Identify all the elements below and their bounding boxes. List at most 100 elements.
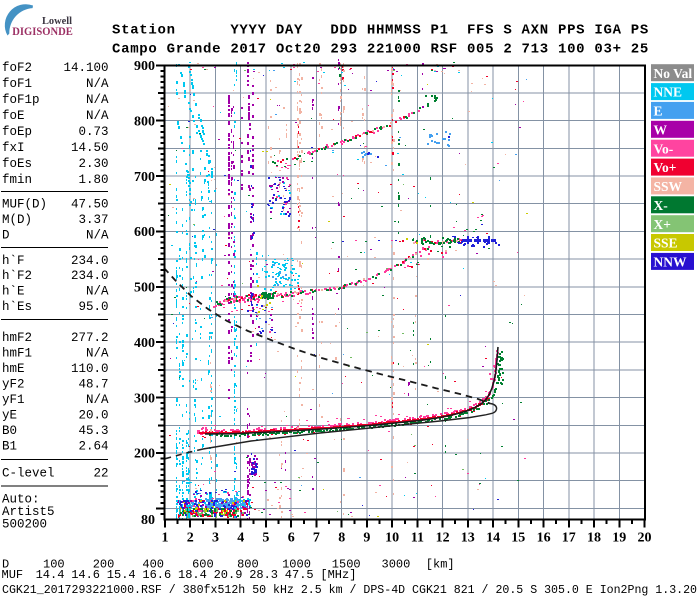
svg-text:X+: X+	[654, 217, 671, 232]
svg-text:C-level: C-level	[2, 467, 55, 481]
svg-text:D: D	[2, 558, 9, 572]
svg-text:500: 500	[134, 281, 155, 296]
svg-text:h`E: h`E	[2, 285, 25, 299]
svg-text:N/A: N/A	[86, 229, 109, 243]
svg-text:20.0: 20.0	[78, 409, 108, 423]
svg-text:8: 8	[338, 531, 345, 546]
svg-text:2.30: 2.30	[78, 157, 108, 171]
svg-text:N/A: N/A	[86, 347, 109, 361]
svg-text:1: 1	[162, 531, 169, 546]
svg-text:foE: foE	[2, 109, 25, 123]
svg-text:Lowell: Lowell	[42, 16, 72, 27]
svg-text:14.100: 14.100	[63, 61, 108, 75]
svg-text:1.80: 1.80	[78, 173, 108, 187]
svg-text:13: 13	[461, 531, 475, 546]
svg-text:400: 400	[134, 336, 155, 351]
svg-text:E: E	[654, 104, 663, 119]
svg-text:4: 4	[237, 531, 244, 546]
svg-text:h`F2: h`F2	[2, 269, 32, 283]
svg-text:Campo Grande 2017 Oct20 293 22: Campo Grande 2017 Oct20 293 221000 RSF 0…	[112, 42, 649, 58]
svg-text:15.4: 15.4	[107, 568, 136, 582]
svg-text:300: 300	[134, 391, 155, 406]
svg-text:6: 6	[288, 531, 295, 546]
svg-text:48.7: 48.7	[78, 378, 108, 392]
svg-text:14: 14	[486, 531, 500, 546]
svg-text:200: 200	[93, 558, 115, 572]
svg-text:N/A: N/A	[86, 77, 109, 91]
svg-text:SSE: SSE	[654, 236, 678, 251]
svg-text:h`F: h`F	[2, 254, 25, 268]
svg-text:yF2: yF2	[2, 378, 25, 392]
svg-text:14.4: 14.4	[36, 568, 65, 582]
svg-text:2.64: 2.64	[78, 440, 108, 454]
svg-text:12: 12	[436, 531, 450, 546]
svg-text:B0: B0	[2, 424, 17, 438]
svg-text:800: 800	[237, 558, 259, 572]
svg-text:110.0: 110.0	[71, 362, 109, 376]
svg-text:100: 100	[43, 558, 65, 572]
svg-text:1500: 1500	[332, 558, 361, 572]
svg-text:fxI: fxI	[2, 141, 25, 155]
svg-text:foF1p: foF1p	[2, 93, 40, 107]
svg-text:700: 700	[134, 170, 155, 185]
svg-text:Auto:: Auto:	[2, 493, 40, 507]
svg-text:600: 600	[192, 558, 214, 572]
svg-text:900: 900	[134, 59, 155, 74]
svg-text:N/A: N/A	[86, 93, 109, 107]
svg-text:foEp: foEp	[2, 125, 32, 139]
svg-text:10: 10	[385, 531, 399, 546]
svg-text:N/A: N/A	[86, 393, 109, 407]
svg-text:yF1: yF1	[2, 393, 25, 407]
svg-text:N/A: N/A	[86, 109, 109, 123]
svg-text:45.3: 45.3	[78, 424, 108, 438]
svg-text:15: 15	[511, 531, 525, 546]
svg-text:11: 11	[411, 531, 424, 546]
svg-text:234.0: 234.0	[71, 269, 109, 283]
svg-text:Vo-: Vo-	[654, 141, 674, 156]
svg-text:1000: 1000	[282, 558, 311, 572]
svg-text:[km]: [km]	[426, 558, 455, 572]
svg-text:hmF1: hmF1	[2, 347, 32, 361]
svg-text:M(D): M(D)	[2, 213, 32, 227]
svg-text:yE: yE	[2, 409, 17, 423]
svg-text:foF1: foF1	[2, 77, 32, 91]
svg-text:Artist5: Artist5	[2, 505, 55, 519]
svg-text:[MHz]: [MHz]	[320, 568, 356, 582]
svg-text:MUF: MUF	[2, 568, 24, 582]
svg-text:14.50: 14.50	[71, 141, 109, 155]
svg-text:277.2: 277.2	[71, 331, 109, 345]
svg-text:500200: 500200	[2, 518, 47, 532]
svg-text:NNW: NNW	[654, 255, 687, 270]
svg-text:20.9: 20.9	[214, 568, 243, 582]
svg-text:600: 600	[134, 225, 155, 240]
svg-text:234.0: 234.0	[71, 254, 109, 268]
svg-text:47.5: 47.5	[285, 568, 314, 582]
svg-text:200: 200	[134, 447, 155, 462]
svg-text:MUF(D): MUF(D)	[2, 198, 47, 212]
svg-text:80: 80	[141, 513, 155, 528]
svg-text:16.6: 16.6	[142, 568, 171, 582]
svg-text:9: 9	[363, 531, 370, 546]
svg-text:95.0: 95.0	[78, 300, 108, 314]
svg-text:7: 7	[313, 531, 320, 546]
svg-text:hmF2: hmF2	[2, 331, 32, 345]
svg-text:SSW: SSW	[654, 179, 683, 194]
svg-text:foEs: foEs	[2, 157, 32, 171]
svg-text:Station YYYY DAY DDD HH: Station YYYY DAY DDD HHMMSS P1 FFS S AXN…	[112, 23, 649, 39]
svg-text:NNE: NNE	[654, 85, 683, 100]
svg-text:3.37: 3.37	[78, 213, 108, 227]
svg-text:17: 17	[562, 531, 576, 546]
svg-text:No Val: No Val	[654, 66, 693, 81]
svg-text:18: 18	[587, 531, 601, 546]
svg-text:CGK21_2017293221000.RSF / 380f: CGK21_2017293221000.RSF / 380fx512h 50 k…	[2, 584, 697, 597]
svg-text:2: 2	[187, 531, 194, 546]
svg-text:14.6: 14.6	[71, 568, 100, 582]
svg-text:19: 19	[612, 531, 626, 546]
svg-text:16: 16	[537, 531, 551, 546]
svg-text:3: 3	[212, 531, 219, 546]
svg-text:400: 400	[142, 558, 164, 572]
svg-text:47.50: 47.50	[71, 198, 109, 212]
svg-text:h`Es: h`Es	[2, 300, 32, 314]
svg-text:X-: X-	[654, 198, 668, 213]
svg-text:18.4: 18.4	[178, 568, 207, 582]
